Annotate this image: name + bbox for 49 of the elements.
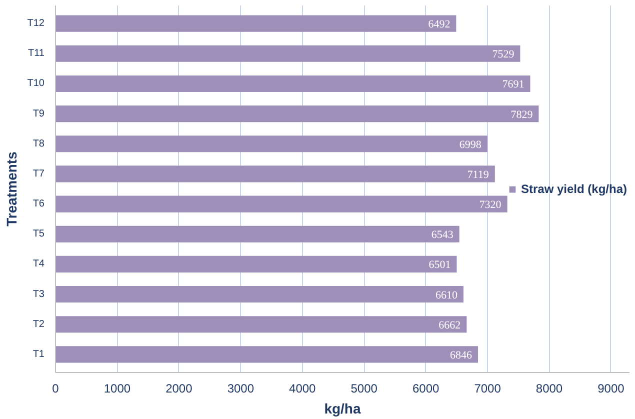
y-tick-label: T4 <box>32 258 45 270</box>
data-label: 6846 <box>450 349 473 362</box>
y-tick-label: T9 <box>32 108 45 120</box>
y-tick-label: T1 <box>32 348 45 360</box>
y-tick-label: T5 <box>32 228 45 240</box>
data-label: 7529 <box>492 48 515 61</box>
x-tick-label: 3000 <box>227 382 254 396</box>
data-label: 6492 <box>428 18 450 31</box>
bar <box>56 286 464 303</box>
bar <box>56 196 508 212</box>
y-tick-label: T6 <box>32 198 45 210</box>
y-tick-label: T7 <box>32 168 45 180</box>
x-tick-label: 4000 <box>289 382 316 396</box>
x-axis-title: kg/ha <box>324 400 361 416</box>
x-tick-label: 1000 <box>104 382 131 396</box>
data-label: 7119 <box>467 168 490 181</box>
bar <box>56 15 456 32</box>
x-tick-label: 7000 <box>474 382 502 396</box>
data-label: 7691 <box>502 78 524 91</box>
bar <box>56 316 467 333</box>
x-tick-label: 5000 <box>350 382 378 396</box>
y-tick-label: T10 <box>27 78 45 90</box>
bar <box>56 106 539 122</box>
x-tick-label: 9000 <box>598 382 625 396</box>
y-tick-label: T8 <box>32 138 45 150</box>
x-tick-label: 2000 <box>166 382 193 396</box>
y-tick-label: T2 <box>32 318 45 330</box>
x-tick-label: 8000 <box>536 382 563 396</box>
y-tick-label: T3 <box>32 288 45 300</box>
bar <box>56 226 460 242</box>
data-label: 6662 <box>438 319 461 332</box>
x-tick-label: 0 <box>52 382 60 396</box>
data-label: 6501 <box>428 259 451 272</box>
y-axis-title: Treatments <box>3 151 20 226</box>
data-label: 7829 <box>510 108 534 121</box>
bar <box>56 75 530 92</box>
data-label: 6543 <box>431 229 454 242</box>
data-label: 6610 <box>435 289 458 302</box>
y-tick-label: T12 <box>27 18 45 30</box>
data-label: 7320 <box>479 199 502 212</box>
bar <box>56 45 520 62</box>
bar <box>56 136 488 152</box>
legend-label: Straw yield (kg/ha) <box>520 182 627 196</box>
y-tick-label: T11 <box>28 48 45 60</box>
bar <box>56 256 457 272</box>
bar <box>56 346 478 363</box>
x-tick-label: 6000 <box>412 382 440 396</box>
bar <box>56 166 495 182</box>
data-label: 6998 <box>459 138 482 151</box>
